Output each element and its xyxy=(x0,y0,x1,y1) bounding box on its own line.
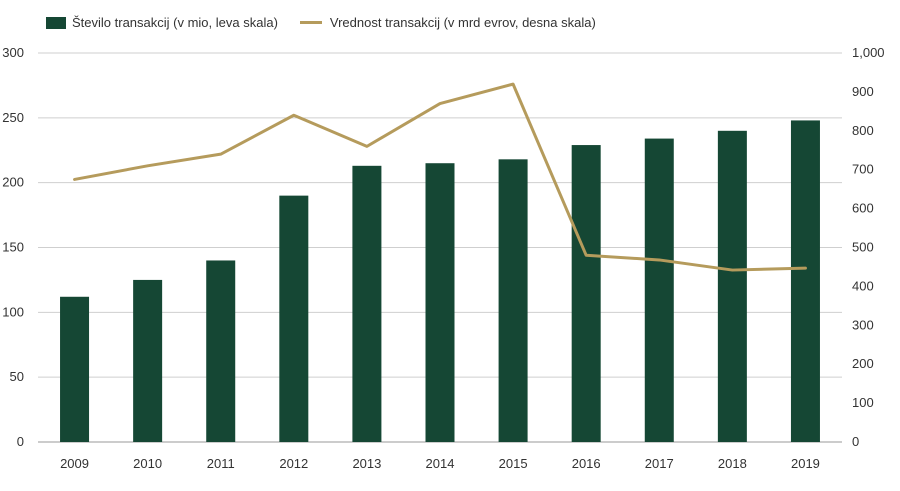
bar xyxy=(571,145,601,442)
bar xyxy=(498,159,528,442)
x-tick-label: 2009 xyxy=(60,456,89,471)
y-right-tick-label: 700 xyxy=(852,162,874,177)
bar xyxy=(717,130,747,443)
y-left-tick-label: 100 xyxy=(2,304,24,319)
x-tick-label: 2012 xyxy=(279,456,308,471)
y-right-tick-label: 300 xyxy=(852,317,874,332)
bar xyxy=(133,279,163,442)
legend-item-line: Vrednost transakcij (v mrd evrov, desna … xyxy=(299,15,596,30)
x-tick-label: 2013 xyxy=(352,456,381,471)
y-right-tick-label: 200 xyxy=(852,356,874,371)
x-tick-label: 2019 xyxy=(791,456,820,471)
legend-label-line: Vrednost transakcij (v mrd evrov, desna … xyxy=(329,15,596,30)
chart-legend: Število transakcij (v mio, leva skala) V… xyxy=(46,15,618,30)
y-left-tick-label: 150 xyxy=(2,240,24,255)
y-left-tick-label: 300 xyxy=(2,45,24,60)
y-right-tick-label: 400 xyxy=(852,278,874,293)
y-right-tick-label: 500 xyxy=(852,240,874,255)
legend-item-bars: Število transakcij (v mio, leva skala) xyxy=(46,15,278,30)
legend-label-bars: Število transakcij (v mio, leva skala) xyxy=(72,15,278,30)
x-tick-label: 2016 xyxy=(572,456,601,471)
y-right-tick-label: 800 xyxy=(852,123,874,138)
y-left-tick-label: 0 xyxy=(17,434,24,449)
x-tick-label: 2010 xyxy=(133,456,162,471)
y-left-tick-label: 50 xyxy=(10,369,24,384)
x-tick-label: 2017 xyxy=(645,456,674,471)
bar xyxy=(352,165,382,442)
y-right-tick-label: 600 xyxy=(852,201,874,216)
bar xyxy=(790,120,820,442)
x-tick-label: 2018 xyxy=(718,456,747,471)
x-tick-label: 2011 xyxy=(207,456,235,471)
series-line xyxy=(73,82,807,272)
bar xyxy=(206,260,236,442)
bar xyxy=(644,138,674,442)
x-tick-label: 2015 xyxy=(499,456,528,471)
y-left-tick-label: 200 xyxy=(2,175,24,190)
y-right-tick-label: 0 xyxy=(852,434,859,449)
y-left-tick-label: 250 xyxy=(2,110,24,125)
legend-swatch-line xyxy=(299,21,322,24)
y-right-tick-label: 1,000 xyxy=(852,45,885,60)
x-tick-label: 2014 xyxy=(426,456,455,471)
legend-swatch-bars xyxy=(46,16,66,29)
bar xyxy=(425,163,455,442)
y-right-tick-label: 100 xyxy=(852,395,874,410)
y-right-tick-label: 900 xyxy=(852,84,874,99)
bar xyxy=(60,296,90,442)
bar xyxy=(279,195,309,442)
